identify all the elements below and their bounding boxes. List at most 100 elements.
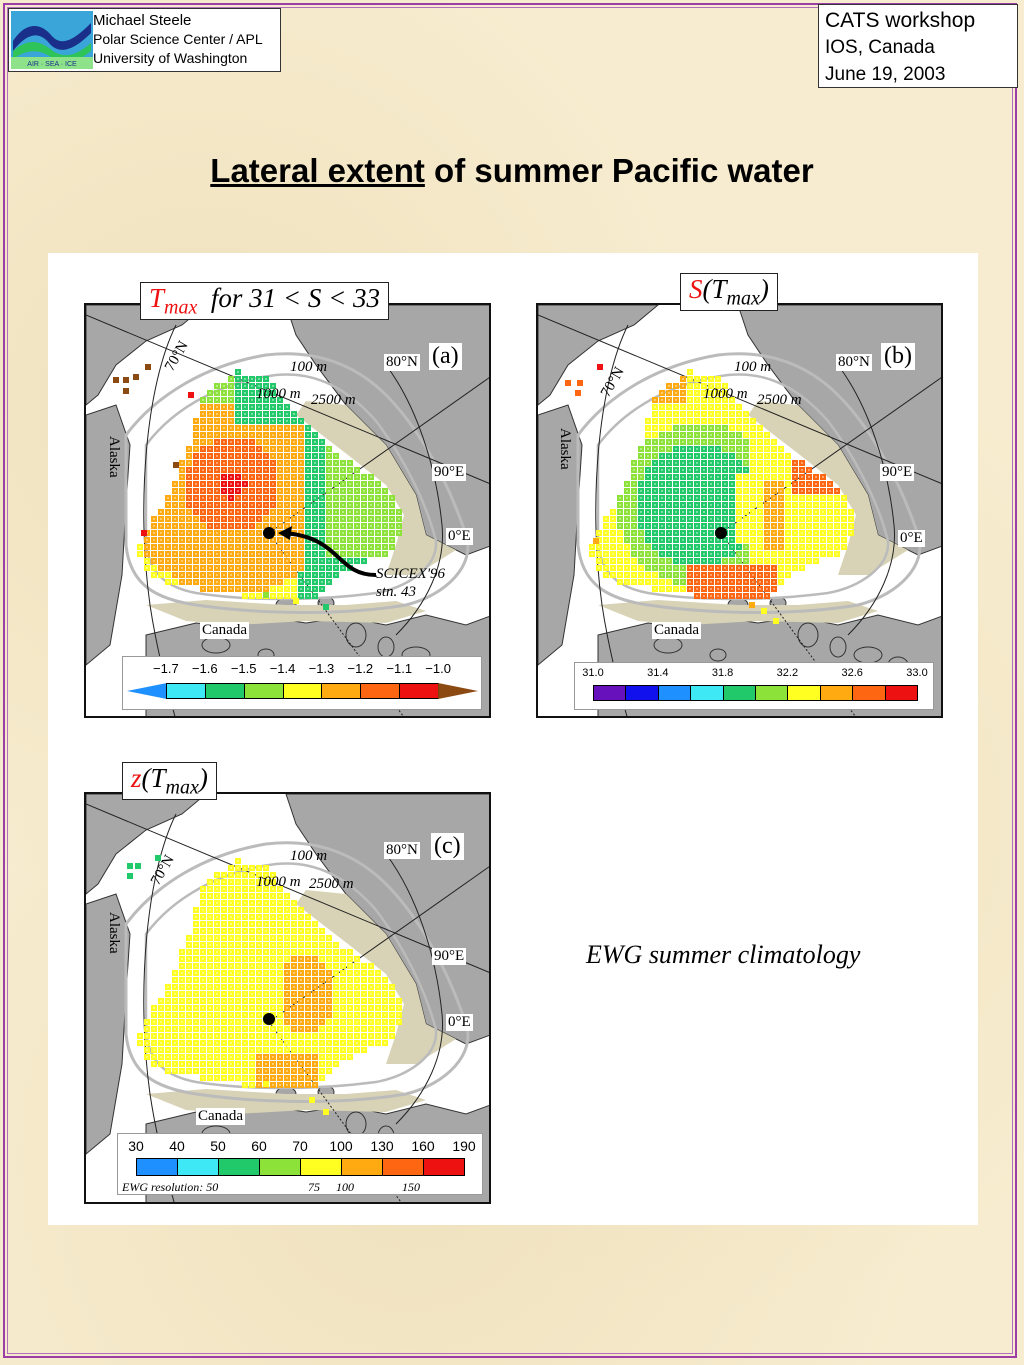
grid-cell-dot	[349, 1042, 351, 1044]
grid-cell-dot	[328, 539, 330, 541]
grid-cell-dot	[237, 525, 239, 527]
grid-cell-dot	[209, 546, 211, 548]
grid-cell-dot	[209, 937, 211, 939]
grid-cell-dot	[272, 483, 274, 485]
grid-cell-dot	[314, 1056, 316, 1058]
grid-cell-dot	[279, 588, 281, 590]
grid-cell-dot	[209, 469, 211, 471]
grid-cell-dot	[258, 581, 260, 583]
grid-cell-dot	[181, 483, 183, 485]
grid-cell-dot	[153, 1042, 155, 1044]
grid-cell-dot	[181, 951, 183, 953]
grid-cell-dot	[223, 497, 225, 499]
grid-cell-dot	[654, 497, 656, 499]
grid-cell-dot	[605, 532, 607, 534]
grid-cell-dot	[731, 511, 733, 513]
grid-cell-dot	[321, 1035, 323, 1037]
grid-cell-dot	[349, 560, 351, 562]
grid-cell-dot	[724, 392, 726, 394]
grid-cell-dot	[822, 525, 824, 527]
grid-cell-dot	[195, 539, 197, 541]
grid-cell-dot	[626, 567, 628, 569]
grid-cell-dot	[633, 525, 635, 527]
grid-cell-dot	[759, 441, 761, 443]
grid-cell-dot	[265, 1035, 267, 1037]
grid-cell-dot	[619, 518, 621, 520]
grid-cell-dot	[335, 1056, 337, 1058]
grid-cell-dot	[654, 469, 656, 471]
grid-cell-dot	[759, 448, 761, 450]
grid-cell-dot	[314, 497, 316, 499]
grid-cell-dot	[286, 441, 288, 443]
coastal-point	[113, 377, 119, 383]
grid-cell-dot	[619, 532, 621, 534]
grid-cell-dot	[174, 504, 176, 506]
grid-cell-dot	[293, 413, 295, 415]
grid-cell-dot	[300, 951, 302, 953]
grid-cell-dot	[808, 490, 810, 492]
grid-cell-dot	[258, 511, 260, 513]
grid-cell-dot	[349, 972, 351, 974]
grid-cell-dot	[703, 511, 705, 513]
grid-cell-dot	[202, 958, 204, 960]
grid-cell-dot	[710, 399, 712, 401]
colorbar-segment	[165, 683, 206, 699]
grid-cell-dot	[174, 532, 176, 534]
grid-cell-dot	[654, 504, 656, 506]
grid-cell-dot	[307, 448, 309, 450]
grid-cell-dot	[654, 483, 656, 485]
panel-c-contour-1000: 1000 m	[256, 874, 301, 890]
grid-cell-dot	[328, 455, 330, 457]
grid-cell-dot	[223, 1063, 225, 1065]
grid-cell-dot	[293, 1014, 295, 1016]
grid-cell-dot	[216, 448, 218, 450]
grid-cell-dot	[307, 490, 309, 492]
grid-cell-dot	[251, 1007, 253, 1009]
grid-cell-dot	[272, 944, 274, 946]
grid-cell-dot	[293, 1077, 295, 1079]
grid-cell-dot	[188, 993, 190, 995]
grid-cell-dot	[237, 399, 239, 401]
station-marker	[715, 527, 727, 539]
grid-cell-dot	[223, 937, 225, 939]
grid-cell-dot	[342, 567, 344, 569]
grid-cell-dot	[612, 518, 614, 520]
grid-cell-dot	[640, 448, 642, 450]
grid-cell-dot	[160, 1014, 162, 1016]
grid-cell-dot	[321, 993, 323, 995]
grid-cell-dot	[773, 441, 775, 443]
grid-cell-dot	[605, 546, 607, 548]
grid-cell-dot	[258, 958, 260, 960]
grid-cell-dot	[279, 916, 281, 918]
grid-cell-dot	[717, 483, 719, 485]
grid-cell-dot	[216, 553, 218, 555]
grid-cell-dot	[363, 518, 365, 520]
grid-cell-dot	[265, 476, 267, 478]
grid-cell-dot	[752, 504, 754, 506]
grid-cell-dot	[829, 483, 831, 485]
grid-cell-dot	[356, 518, 358, 520]
grid-cell-dot	[216, 923, 218, 925]
grid-cell-dot	[202, 532, 204, 534]
grid-cell-dot	[675, 546, 677, 548]
grid-cell-dot	[717, 567, 719, 569]
grid-cell-dot	[349, 469, 351, 471]
grid-cell-dot	[668, 462, 670, 464]
grid-cell-dot	[731, 399, 733, 401]
grid-cell-dot	[710, 518, 712, 520]
grid-cell-dot	[731, 427, 733, 429]
grid-cell-dot	[237, 588, 239, 590]
grid-cell-dot	[349, 1028, 351, 1030]
grid-cell-dot	[202, 483, 204, 485]
grid-cell-dot	[682, 539, 684, 541]
grid-cell-dot	[787, 574, 789, 576]
grid-cell-dot	[314, 930, 316, 932]
grid-cell-dot	[766, 532, 768, 534]
grid-cell-dot	[668, 532, 670, 534]
grid-cell-dot	[230, 420, 232, 422]
grid-cell-dot	[223, 1000, 225, 1002]
author-name: Michael Steele	[93, 12, 192, 29]
grid-cell-dot	[626, 511, 628, 513]
grid-cell-dot	[167, 567, 169, 569]
grid-cell-dot	[300, 560, 302, 562]
